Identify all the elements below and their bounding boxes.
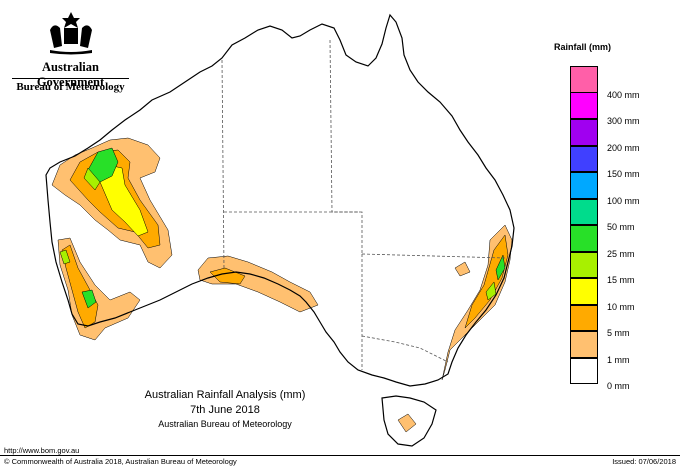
- legend-label: 400 mm: [607, 89, 640, 100]
- legend-swatch: [570, 172, 598, 199]
- rain-area-qld-inland: [454, 261, 471, 277]
- bureau-name: Bureau of Meteorology: [16, 81, 125, 93]
- issued-date: Issued: 07/06/2018: [612, 457, 676, 466]
- source-url: http://www.bom.gov.au: [4, 446, 80, 455]
- legend-label: 25 mm: [607, 248, 635, 259]
- legend-label: 50 mm: [607, 222, 635, 232]
- rain-area-eastcoast-25mm: [495, 254, 506, 281]
- border-nsw-vic: [361, 335, 449, 363]
- border-wa: [221, 59, 225, 271]
- legend-label: 0 mm: [607, 381, 630, 391]
- footer-divider: [0, 455, 680, 456]
- copyright: © Commonwealth of Australia 2018, Austra…: [4, 457, 237, 466]
- coat-of-arms-icon: [50, 12, 92, 55]
- legend-title: Rainfall (mm): [554, 42, 612, 52]
- rainfall-shading: [51, 137, 513, 433]
- title-line-2: 7th June 2018: [190, 404, 260, 416]
- map-title: Australian Rainfall Analysis (mm) 7th Ju…: [100, 388, 350, 431]
- legend-swatch: [570, 357, 598, 384]
- rain-area-southwest-15mm: [59, 249, 71, 265]
- legend-swatch: [570, 66, 598, 93]
- rain-area-tasmania: [397, 413, 417, 433]
- state-borders: [221, 39, 506, 370]
- tasmania-coastline: [381, 395, 437, 447]
- title-line-3: Australian Bureau of Meteorology: [158, 419, 292, 429]
- rain-area-bight: [197, 255, 319, 313]
- rain-area-southwest: [57, 237, 141, 341]
- legend-swatch: [570, 198, 598, 225]
- legend-swatch: [570, 278, 598, 305]
- legend-label: 200 mm: [607, 142, 640, 153]
- branding-divider: [12, 78, 129, 79]
- legend-label: 10 mm: [607, 301, 635, 312]
- legend-swatch: [570, 304, 598, 331]
- legend-swatch: [570, 119, 598, 146]
- rain-area-eastcoast-5mm: [464, 234, 509, 329]
- mainland-coastline: [45, 13, 515, 387]
- legend-label: 100 mm: [607, 195, 640, 206]
- title-line-1: Australian Rainfall Analysis (mm): [144, 389, 306, 401]
- legend-swatch: [570, 92, 598, 119]
- legend-label: 150 mm: [607, 169, 640, 179]
- legend-swatch: [570, 145, 598, 172]
- rain-area-southwest-25mm: [81, 289, 97, 309]
- rain-area-bight-5mm: [209, 267, 246, 285]
- border-nt-qld: [329, 39, 363, 254]
- legend-label: 1 mm: [607, 354, 630, 365]
- legend-label: 5 mm: [607, 328, 630, 338]
- legend-label: 300 mm: [607, 116, 640, 126]
- border-qld-nsw: [361, 253, 506, 259]
- legend-swatch: [570, 225, 598, 252]
- rain-area-pilbara-15mm: [83, 167, 101, 191]
- legend-label: 15 mm: [607, 275, 635, 285]
- legend-swatch: [570, 331, 598, 358]
- legend-swatch: [570, 251, 598, 278]
